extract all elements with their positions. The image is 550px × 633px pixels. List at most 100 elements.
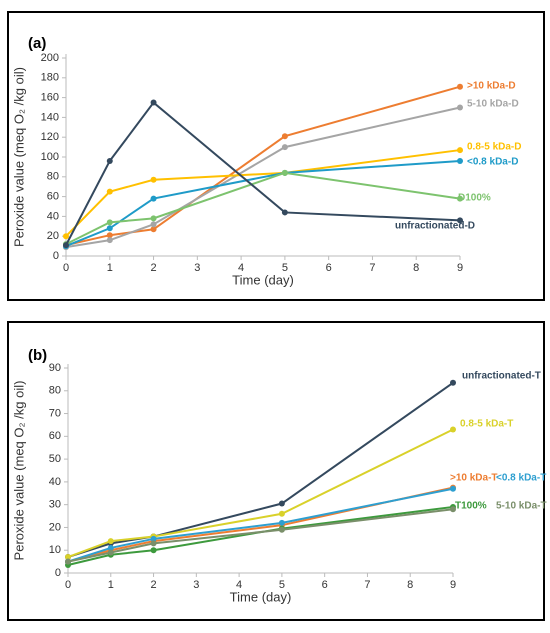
data-point — [281, 169, 288, 176]
series-line — [67, 381, 454, 559]
data-point — [450, 426, 456, 433]
series-label: D100% — [458, 193, 491, 204]
data-point — [450, 379, 456, 386]
series-line — [67, 487, 454, 563]
x-tick-label: 7 — [369, 262, 375, 274]
y-tick-label: 90 — [49, 362, 61, 374]
y-axis-title: Peroxide value (meq O₂ /kg oil) — [11, 381, 26, 561]
x-tick-label: 0 — [65, 579, 71, 591]
series-label: >10 kDa-T — [450, 473, 498, 484]
data-point — [107, 544, 114, 551]
y-tick-label: 80 — [47, 171, 59, 183]
series-label: >10 kDa-D — [467, 81, 516, 92]
x-tick-label: 6 — [326, 262, 332, 274]
series-label: unfractionated-T — [462, 371, 541, 382]
panel-label: (b) — [28, 347, 47, 364]
y-tick-label: 120 — [41, 131, 59, 143]
x-tick-label: 5 — [282, 262, 288, 274]
x-tick-label: 2 — [150, 262, 156, 274]
x-axis-title: Time (day) — [230, 589, 292, 604]
data-point — [63, 233, 69, 240]
data-point — [150, 221, 157, 228]
data-point — [106, 237, 113, 244]
data-point — [150, 226, 157, 233]
y-tick-label: 60 — [47, 191, 59, 203]
x-tick-label: 4 — [236, 579, 242, 591]
x-tick-label: 8 — [413, 262, 419, 274]
y-tick-label: 20 — [47, 230, 59, 242]
y-tick-label: 20 — [49, 521, 61, 533]
y-axis-title: Peroxide value (meq O₂ /kg oil) — [11, 67, 26, 247]
data-point — [150, 540, 157, 547]
data-point — [65, 558, 71, 565]
data-point — [450, 485, 456, 492]
x-tick-label: 6 — [322, 579, 328, 591]
series-label: 5-10 kDa-T — [496, 501, 547, 512]
data-point — [457, 157, 463, 164]
x-tick-label: 3 — [193, 579, 199, 591]
x-tick-label: 9 — [450, 579, 456, 591]
data-point — [63, 242, 69, 249]
panel-frame — [7, 11, 545, 301]
data-point — [106, 225, 113, 232]
x-tick-label: 4 — [238, 262, 244, 274]
x-tick-label: 8 — [407, 579, 413, 591]
series-label: <0.8 kDa-D — [467, 157, 518, 168]
x-tick-label: 2 — [150, 579, 156, 591]
data-point — [281, 209, 288, 216]
data-point — [107, 538, 114, 545]
data-point — [278, 526, 285, 533]
data-point — [150, 195, 157, 202]
data-point — [107, 549, 114, 556]
data-point — [278, 510, 285, 517]
x-axis-title: Time (day) — [232, 272, 294, 287]
x-tick-label: 5 — [279, 579, 285, 591]
y-tick-label: 80 — [49, 385, 61, 397]
y-tick-label: 0 — [53, 250, 59, 262]
series-label: <0.8 kDa-T — [496, 473, 546, 484]
y-tick-label: 40 — [47, 210, 59, 222]
data-point — [457, 147, 463, 154]
y-tick-label: 60 — [49, 430, 61, 442]
x-tick-label: 0 — [63, 262, 69, 274]
data-point — [150, 535, 157, 542]
y-tick-label: 200 — [41, 52, 59, 64]
x-tick-label: 7 — [364, 579, 370, 591]
series-label: 5-10 kDa-D — [467, 99, 519, 110]
panel-frame — [7, 321, 545, 621]
y-tick-label: 180 — [41, 72, 59, 84]
y-tick-label: 140 — [41, 111, 59, 123]
data-point — [150, 215, 157, 222]
x-tick-label: 3 — [194, 262, 200, 274]
data-point — [281, 144, 288, 151]
data-point — [278, 500, 285, 507]
series-label: 0.8-5 kDa-T — [460, 419, 513, 430]
data-point — [457, 83, 463, 90]
data-point — [150, 99, 157, 106]
y-tick-label: 100 — [41, 151, 59, 163]
data-point — [106, 188, 113, 195]
data-point — [457, 195, 463, 202]
series-label: unfractionated-D — [395, 221, 475, 232]
x-tick-label: 1 — [108, 579, 114, 591]
y-tick-label: 0 — [55, 567, 61, 579]
data-point — [150, 547, 157, 554]
series-label: 0.8-5 kDa-D — [467, 142, 521, 153]
x-tick-label: 1 — [107, 262, 113, 274]
data-point — [106, 219, 113, 226]
y-tick-label: 10 — [49, 544, 61, 556]
data-point — [457, 217, 463, 224]
y-tick-label: 40 — [49, 476, 61, 488]
data-point — [450, 506, 456, 513]
y-tick-label: 160 — [41, 92, 59, 104]
data-point — [65, 554, 71, 561]
x-tick-label: 9 — [457, 262, 463, 274]
data-point — [106, 157, 113, 164]
data-point — [278, 519, 285, 526]
y-tick-label: 50 — [49, 453, 61, 465]
series-label: T100% — [455, 501, 487, 512]
data-point — [457, 104, 463, 111]
data-point — [150, 176, 157, 183]
y-tick-label: 30 — [49, 499, 61, 511]
